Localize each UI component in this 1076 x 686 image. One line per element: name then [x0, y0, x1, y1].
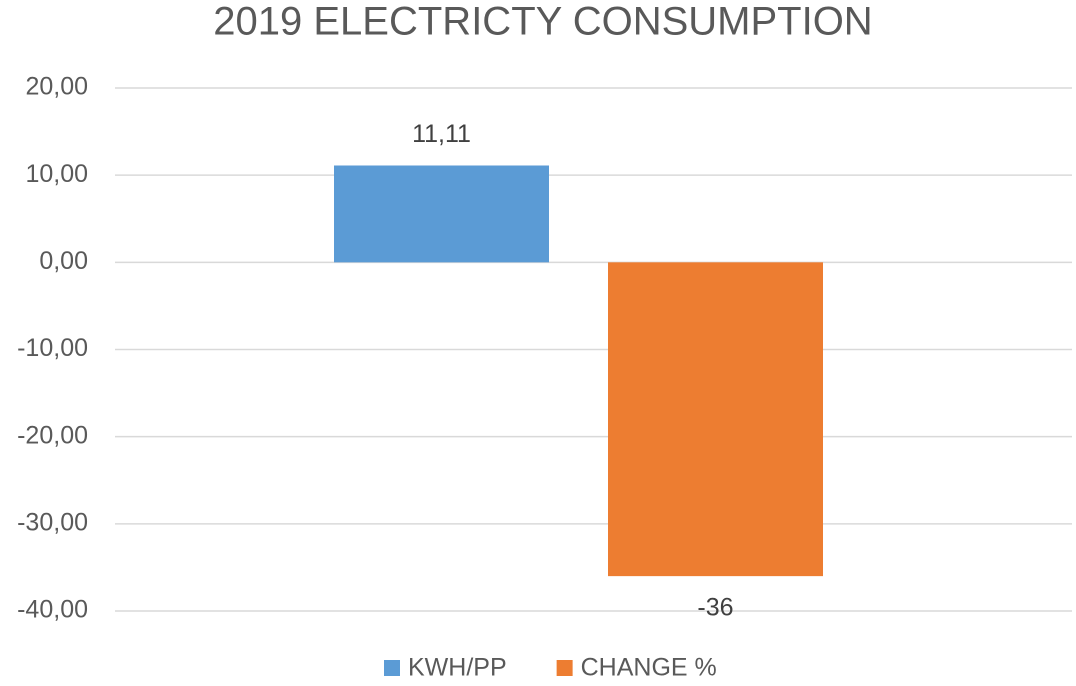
legend-swatch	[384, 660, 400, 676]
chart-title: 2019 ELECTRICTY CONSUMPTION	[213, 0, 872, 44]
y-tick-label: 20,00	[25, 73, 88, 101]
y-tick-label: 10,00	[25, 160, 88, 188]
y-tick-label: -20,00	[17, 421, 88, 449]
y-tick-label: -40,00	[17, 596, 88, 624]
legend-swatch	[556, 660, 573, 676]
legend-label: CHANGE %	[581, 654, 717, 682]
bar	[334, 165, 549, 263]
data-label: -36	[697, 594, 733, 622]
y-tick-label: 0,00	[39, 247, 88, 275]
data-label: 11,11	[412, 120, 471, 148]
legend-label: KWH/PP	[408, 654, 507, 682]
y-tick-label: -30,00	[17, 508, 88, 536]
y-tick-label: -10,00	[17, 334, 88, 362]
bar	[608, 262, 823, 577]
